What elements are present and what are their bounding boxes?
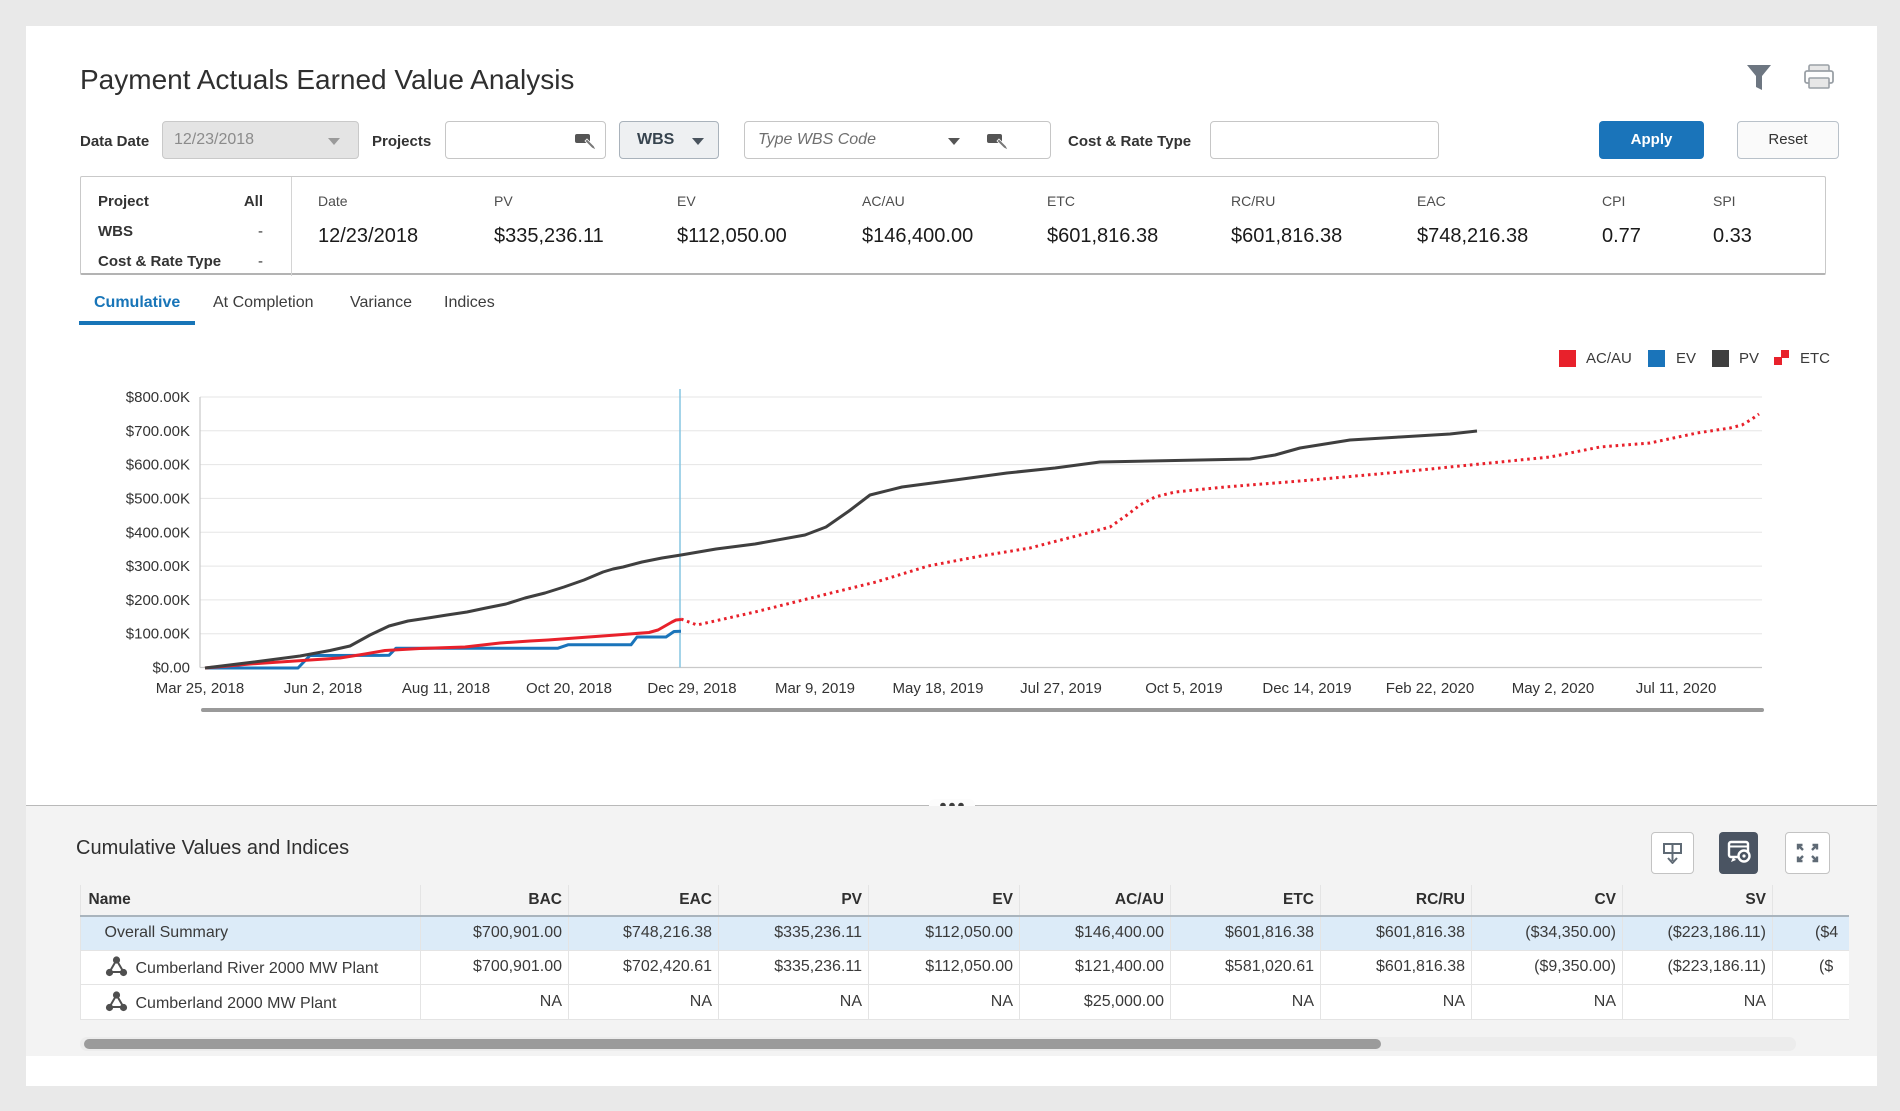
svg-text:Oct 5, 2019: Oct 5, 2019 xyxy=(1145,680,1223,697)
svg-text:$300.00K: $300.00K xyxy=(126,558,190,575)
svg-text:Mar 9, 2019: Mar 9, 2019 xyxy=(775,680,855,697)
svg-text:Jul 11, 2020: Jul 11, 2020 xyxy=(1636,680,1717,697)
svg-text:$100.00K: $100.00K xyxy=(126,626,190,643)
svg-text:Aug 11, 2018: Aug 11, 2018 xyxy=(402,680,490,697)
svg-text:Dec 14, 2019: Dec 14, 2019 xyxy=(1262,680,1351,697)
svg-text:Feb 22, 2020: Feb 22, 2020 xyxy=(1386,680,1474,697)
svg-text:May 2, 2020: May 2, 2020 xyxy=(1512,680,1595,697)
svg-text:Jun 2, 2018: Jun 2, 2018 xyxy=(284,680,362,697)
svg-text:$400.00K: $400.00K xyxy=(126,524,190,541)
svg-text:May 18, 2019: May 18, 2019 xyxy=(893,680,984,697)
svg-text:$0.00: $0.00 xyxy=(152,660,190,677)
svg-text:Oct 20, 2018: Oct 20, 2018 xyxy=(526,680,612,697)
svg-text:$600.00K: $600.00K xyxy=(126,457,190,474)
svg-text:Mar 25, 2018: Mar 25, 2018 xyxy=(156,680,244,697)
svg-text:$200.00K: $200.00K xyxy=(126,592,190,609)
svg-text:$800.00K: $800.00K xyxy=(126,389,190,406)
svg-text:$700.00K: $700.00K xyxy=(126,423,190,440)
svg-text:$500.00K: $500.00K xyxy=(126,490,190,507)
svg-text:Dec 29, 2018: Dec 29, 2018 xyxy=(647,680,736,697)
svg-text:Jul 27, 2019: Jul 27, 2019 xyxy=(1020,680,1102,697)
